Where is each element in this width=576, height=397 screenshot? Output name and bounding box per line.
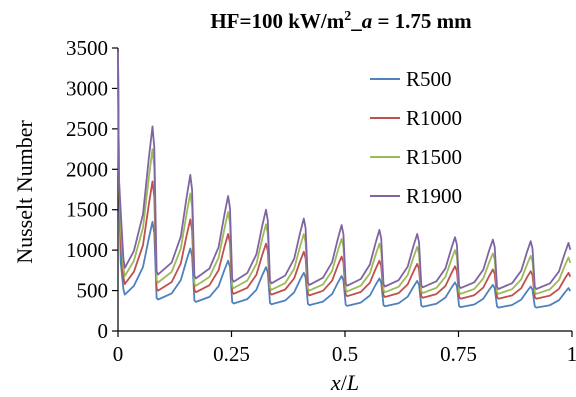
y-tick-label: 0	[98, 319, 109, 343]
legend-label: R1900	[406, 184, 462, 208]
y-tick-label: 3000	[66, 76, 108, 100]
chart-title-variable: a	[362, 9, 373, 33]
chart-title: HF=100 kW/m2_a = 1.75 mm	[210, 9, 472, 33]
y-tick-label: 500	[77, 279, 109, 303]
chart-title-value: = 1.75 mm	[372, 9, 472, 33]
y-axis-label: Nusselt Number	[12, 120, 37, 264]
series-line-r1500	[117, 51, 572, 295]
y-tick-label: 2500	[66, 117, 108, 141]
series-line-r1000	[117, 51, 572, 300]
series-line-r1900	[117, 51, 572, 290]
y-tick-label: 1500	[66, 198, 108, 222]
x-tick-label: 0.25	[213, 342, 250, 366]
x-axis-label-x: x	[330, 370, 341, 395]
y-tick-label: 1000	[66, 238, 108, 262]
y-ticks: 0 500 1000 1500 2000 2500 3000 3500	[66, 36, 118, 343]
legend-label: R1500	[406, 145, 462, 169]
x-ticks: 0 0.25 0.5 0.75 1	[113, 331, 576, 366]
chart-title-superscript: 2	[344, 9, 351, 24]
chart-title-underscore: _	[350, 9, 362, 33]
legend-label: R500	[406, 67, 452, 91]
series-lines	[117, 51, 572, 309]
x-tick-label: 0.5	[332, 342, 358, 366]
chart-title-part-1: HF=100 kW/m	[210, 9, 344, 33]
y-tick-label: 2000	[66, 157, 108, 181]
x-axis-label-slash: /	[341, 370, 348, 395]
x-tick-label: 0	[113, 342, 124, 366]
x-tick-label: 0.75	[440, 342, 477, 366]
x-tick-label: 1	[567, 342, 576, 366]
y-tick-label: 3500	[66, 36, 108, 60]
legend-label: R1000	[406, 106, 462, 130]
x-axis-label-L: L	[346, 370, 359, 395]
series-line-r500	[117, 51, 572, 309]
legend: R500 R1000 R1500 R1900	[370, 67, 462, 208]
x-axis-label: x/L	[330, 370, 359, 395]
